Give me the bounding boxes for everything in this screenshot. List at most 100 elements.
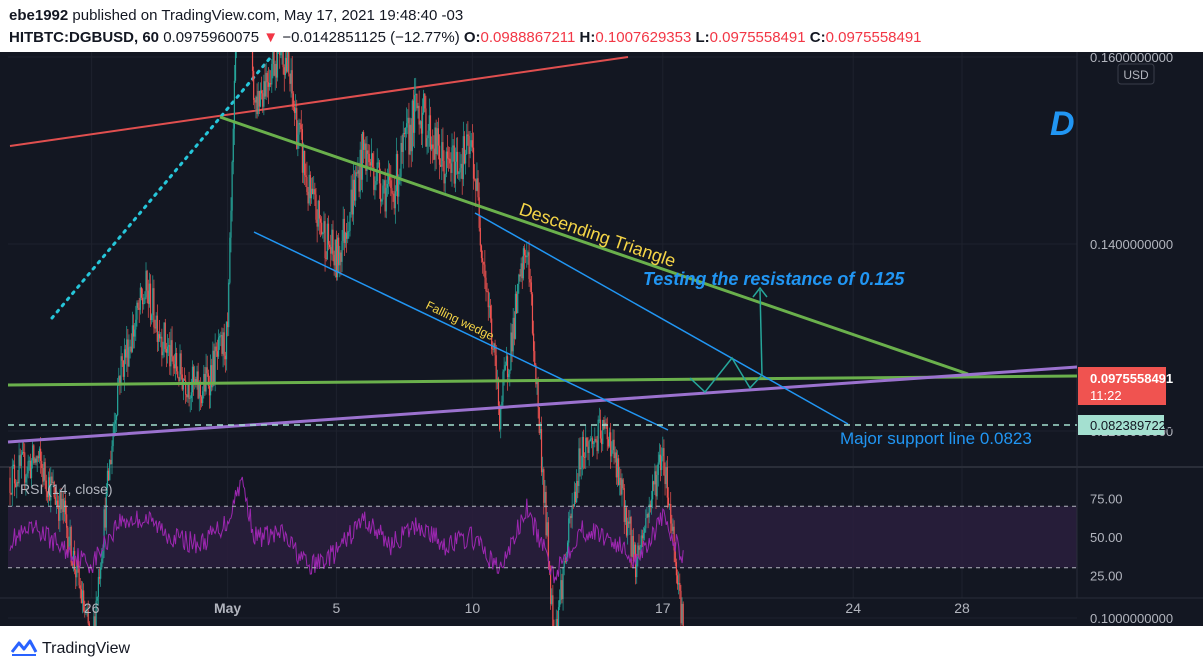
falling-wedge-label: Falling wedge xyxy=(424,298,497,343)
candle-body xyxy=(613,439,615,459)
candle-body xyxy=(86,610,88,612)
candle-body xyxy=(605,422,607,425)
candle-body xyxy=(316,219,318,227)
candle-body xyxy=(132,325,135,337)
author-name[interactable]: ebe1992 xyxy=(9,7,69,24)
candle-body xyxy=(302,150,305,173)
candle-body xyxy=(213,350,215,383)
candle-body xyxy=(13,464,16,484)
candle-body xyxy=(569,516,571,519)
triangle-support-line xyxy=(7,374,1078,387)
candle-body xyxy=(398,177,400,197)
candle-body xyxy=(72,550,75,566)
candle-body xyxy=(191,366,194,393)
candle-body xyxy=(649,504,651,507)
candle-body xyxy=(171,340,173,357)
candle-body xyxy=(476,178,478,191)
candle-body xyxy=(525,255,527,258)
candle-body xyxy=(619,477,621,486)
candle-body xyxy=(421,112,424,134)
candle-body xyxy=(420,121,422,134)
currency-badge[interactable]: USD xyxy=(1117,63,1155,85)
candle-body xyxy=(491,318,493,350)
candle-body xyxy=(537,381,539,408)
symbol-label: HITBTC:DGBUSD, 60 xyxy=(9,29,160,46)
candle-body xyxy=(348,230,350,232)
candle-body xyxy=(636,556,638,578)
candle-body xyxy=(559,599,561,608)
candle-body xyxy=(220,335,222,337)
candle-body xyxy=(104,509,106,528)
trendlines[interactable] xyxy=(8,56,1077,626)
candle-body xyxy=(298,122,300,135)
candle-body xyxy=(631,536,633,557)
candle-body xyxy=(586,437,588,447)
candle-body xyxy=(285,57,288,72)
candle-body xyxy=(178,377,180,382)
candle-body xyxy=(312,188,314,195)
candle-body xyxy=(268,83,271,87)
candle-body xyxy=(502,371,504,402)
last-price-label: 0.0975558491 xyxy=(1090,371,1173,386)
candle-body xyxy=(255,96,257,103)
candle-body xyxy=(528,252,530,280)
candle-body xyxy=(419,121,421,125)
candle-body xyxy=(377,162,379,164)
candle-body xyxy=(79,585,81,590)
candle-body xyxy=(551,595,553,604)
time-axis[interactable]: 26 May 5 10 17 24 28 xyxy=(84,600,970,616)
triangle-resistance-line xyxy=(219,115,969,376)
candle-body xyxy=(503,369,505,372)
candle-body xyxy=(564,561,566,563)
candle-body xyxy=(496,378,498,380)
candle-body xyxy=(97,576,99,597)
chart-header: ebe1992 published on TradingView.com, Ma… xyxy=(0,0,1203,52)
candle-body xyxy=(159,334,161,339)
candle-body xyxy=(485,277,487,292)
candle-body xyxy=(620,477,622,495)
close-label: C: xyxy=(809,29,826,46)
candle-body xyxy=(436,128,438,155)
candle-body xyxy=(263,81,265,107)
rsi-title: RSI (14, close) xyxy=(20,481,113,497)
candle-body xyxy=(296,108,298,149)
candle-body xyxy=(423,93,425,113)
candle-body xyxy=(195,379,197,383)
price-change: −0.0142851125 (−12.77%) xyxy=(282,29,460,46)
candle-body xyxy=(162,351,164,356)
candle-body xyxy=(186,394,188,398)
candle-body xyxy=(127,339,129,367)
candle-body xyxy=(119,376,121,385)
support-price-badge: 0.0823897225 xyxy=(1078,415,1173,435)
candle-body xyxy=(642,533,645,539)
candle-body xyxy=(394,191,396,209)
candle-body xyxy=(324,221,326,259)
candle-body xyxy=(504,365,506,370)
candle-body xyxy=(49,477,51,501)
time-tick: May xyxy=(214,600,241,616)
brand-label[interactable]: TradingView xyxy=(42,640,131,657)
candle-body xyxy=(232,128,234,162)
candle-body xyxy=(228,282,230,328)
candle-body xyxy=(487,291,489,308)
candle-body xyxy=(568,518,570,543)
candle-body xyxy=(261,90,263,94)
candle-body xyxy=(283,67,285,76)
candle-body xyxy=(352,179,354,215)
candle-body xyxy=(639,547,641,550)
candle-body xyxy=(300,124,302,130)
candle-body xyxy=(563,561,565,568)
candle-body xyxy=(571,505,573,518)
candle-body xyxy=(539,428,541,434)
candle-body xyxy=(234,52,237,81)
candle-body xyxy=(212,350,214,388)
candle-body xyxy=(181,374,183,390)
descending-triangle-label: Descending Triangle xyxy=(517,199,679,271)
candle-body xyxy=(536,381,538,385)
candle-body xyxy=(625,507,628,536)
candle-body xyxy=(227,321,229,328)
candle-body xyxy=(105,488,107,528)
candle-body xyxy=(543,469,545,503)
